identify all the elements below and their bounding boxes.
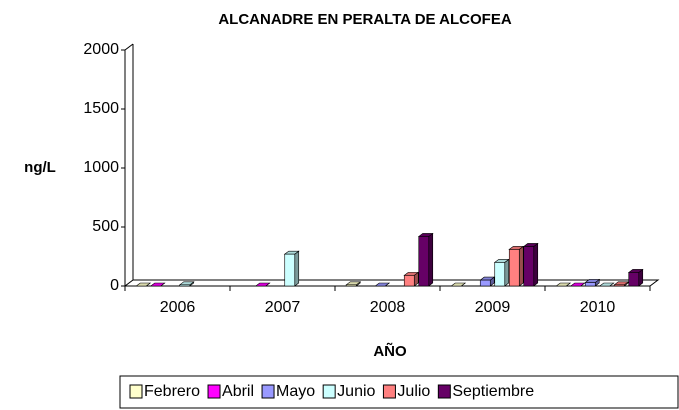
back-wall — [132, 44, 658, 281]
x-tick-label: 2010 — [580, 299, 616, 316]
legend-label: Julio — [397, 383, 430, 400]
bar — [403, 275, 415, 287]
legend-swatch — [322, 384, 336, 399]
bar — [418, 236, 430, 287]
bar-top — [450, 282, 467, 287]
bar-top — [374, 282, 391, 287]
bar — [345, 284, 357, 287]
bar-top — [149, 282, 166, 287]
y-tick-label: 2000 — [83, 41, 119, 58]
bar — [508, 249, 520, 287]
bar-top — [135, 282, 152, 287]
bar-side — [518, 245, 524, 287]
x-tick-label: 2009 — [475, 299, 511, 316]
legend-swatch — [129, 384, 143, 399]
bar-top — [569, 282, 586, 287]
legend-label: Septiembre — [452, 383, 534, 400]
legend-label: Mayo — [276, 383, 315, 400]
legend-swatch — [261, 384, 275, 399]
y-axis-label: ng/L — [24, 159, 56, 176]
y-tick-label: 500 — [92, 218, 119, 235]
bar — [479, 279, 491, 287]
legend-label: Febrero — [144, 383, 200, 400]
bar — [628, 272, 640, 287]
bar-side — [504, 258, 510, 287]
x-tick-label: 2006 — [160, 299, 196, 316]
bar-side — [294, 250, 300, 287]
bar-top — [254, 282, 271, 287]
legend-label: Abril — [222, 383, 254, 400]
bar — [523, 246, 535, 287]
x-tick-label: 2007 — [265, 299, 301, 316]
legend-swatch — [437, 384, 451, 399]
x-axis-label: AÑO — [373, 342, 407, 360]
chart-title: ALCANADRE EN PERALTA DE ALCOFEA — [218, 11, 511, 28]
bar-top — [555, 282, 572, 287]
legend-swatch — [207, 384, 221, 399]
bar — [613, 284, 625, 287]
legend-label: Junio — [337, 383, 375, 400]
bar — [284, 253, 296, 287]
x-tick-label: 2008 — [370, 299, 406, 316]
bar-side — [533, 242, 539, 287]
bar — [179, 284, 191, 287]
y-tick-label: 1000 — [83, 159, 119, 176]
bar — [584, 282, 596, 287]
y-tick-label: 1500 — [83, 100, 119, 117]
bar — [494, 262, 506, 287]
y-axis-depth — [124, 43, 134, 51]
y-tick-label: 0 — [110, 277, 119, 294]
bar-top — [598, 282, 615, 287]
legend-swatch — [382, 384, 396, 399]
bar-side — [428, 232, 434, 287]
